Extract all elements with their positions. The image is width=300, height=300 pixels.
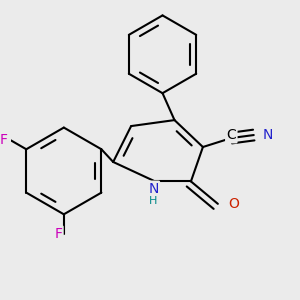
Text: N: N	[148, 182, 159, 196]
Text: F: F	[0, 133, 8, 146]
Text: H: H	[149, 196, 158, 206]
Text: N: N	[263, 128, 273, 142]
Text: O: O	[228, 197, 239, 211]
Text: C: C	[226, 128, 236, 142]
Text: F: F	[54, 227, 62, 241]
